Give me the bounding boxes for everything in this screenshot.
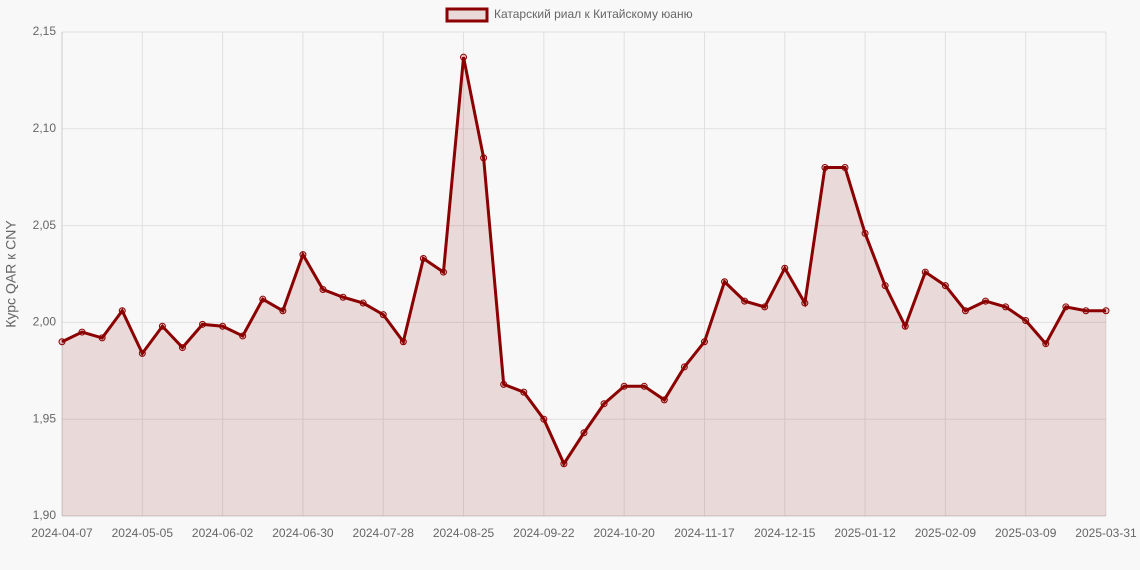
point — [821, 164, 829, 172]
point — [580, 429, 588, 437]
point — [480, 154, 488, 162]
y-axis-label: Курс QAR к CNY — [3, 220, 19, 328]
legend-swatch — [445, 7, 489, 23]
point — [219, 322, 227, 330]
point — [961, 307, 969, 315]
point — [700, 338, 708, 346]
point — [540, 415, 548, 423]
point — [1042, 340, 1050, 348]
x-tick-label: 2025-02-09 — [915, 526, 977, 540]
point — [178, 344, 186, 352]
point — [299, 251, 307, 259]
point — [1022, 316, 1030, 324]
point — [58, 338, 66, 346]
y-tick-label: 1,95 — [33, 411, 57, 425]
point — [319, 285, 327, 293]
x-tick-label: 2025-03-31 — [1075, 526, 1137, 540]
point — [1002, 303, 1010, 311]
point — [600, 400, 608, 408]
point — [560, 460, 568, 468]
x-tick-label: 2025-03-09 — [995, 526, 1057, 540]
point — [138, 349, 146, 357]
point — [158, 322, 166, 330]
x-tick-label: 2024-10-20 — [593, 526, 655, 540]
point — [881, 282, 889, 290]
x-tick-label: 2024-06-02 — [192, 526, 254, 540]
point — [1062, 303, 1070, 311]
x-tick-label: 2024-06-30 — [272, 526, 334, 540]
point — [439, 268, 447, 276]
point — [801, 299, 809, 307]
point — [781, 264, 789, 272]
point — [921, 268, 929, 276]
y-tick-label: 1,90 — [33, 508, 57, 522]
point — [941, 282, 949, 290]
legend-label: Катарский риал к Китайскому юаню — [494, 7, 693, 21]
point — [199, 320, 207, 328]
point — [982, 297, 990, 305]
point — [239, 332, 247, 340]
point — [841, 164, 849, 172]
y-tick-label: 2,00 — [33, 315, 57, 329]
line — [61, 56, 1106, 467]
point — [78, 328, 86, 336]
x-tick-label: 2024-12-15 — [754, 526, 816, 540]
area — [62, 57, 1106, 516]
point — [359, 299, 367, 307]
point — [98, 334, 106, 342]
point — [520, 388, 528, 396]
y-tick-label: 2,15 — [33, 24, 57, 38]
x-tick-label: 2024-04-07 — [31, 526, 93, 540]
point — [399, 338, 407, 346]
x-tick-label: 2025-01-12 — [834, 526, 896, 540]
y-tick-label: 2,10 — [33, 121, 57, 135]
point — [460, 53, 468, 61]
point — [500, 380, 508, 388]
point — [1102, 307, 1110, 315]
point — [861, 229, 869, 237]
point — [680, 363, 688, 371]
point — [761, 303, 769, 311]
point — [259, 295, 267, 303]
point — [620, 382, 628, 390]
point — [741, 297, 749, 305]
x-tick-label: 2024-08-25 — [433, 526, 495, 540]
x-tick-label: 2024-11-17 — [674, 526, 735, 540]
point — [1082, 307, 1090, 315]
point — [118, 307, 126, 315]
x-tick-label: 2024-05-05 — [112, 526, 174, 540]
y-tick-label: 2,05 — [33, 218, 57, 232]
point — [379, 311, 387, 319]
point — [640, 382, 648, 390]
point — [419, 255, 427, 263]
point — [339, 293, 347, 301]
x-tick-label: 2024-07-28 — [353, 526, 415, 540]
point — [279, 307, 287, 315]
point — [901, 322, 909, 330]
point — [660, 396, 668, 404]
point — [721, 278, 729, 286]
x-tick-label: 2024-09-22 — [513, 526, 575, 540]
